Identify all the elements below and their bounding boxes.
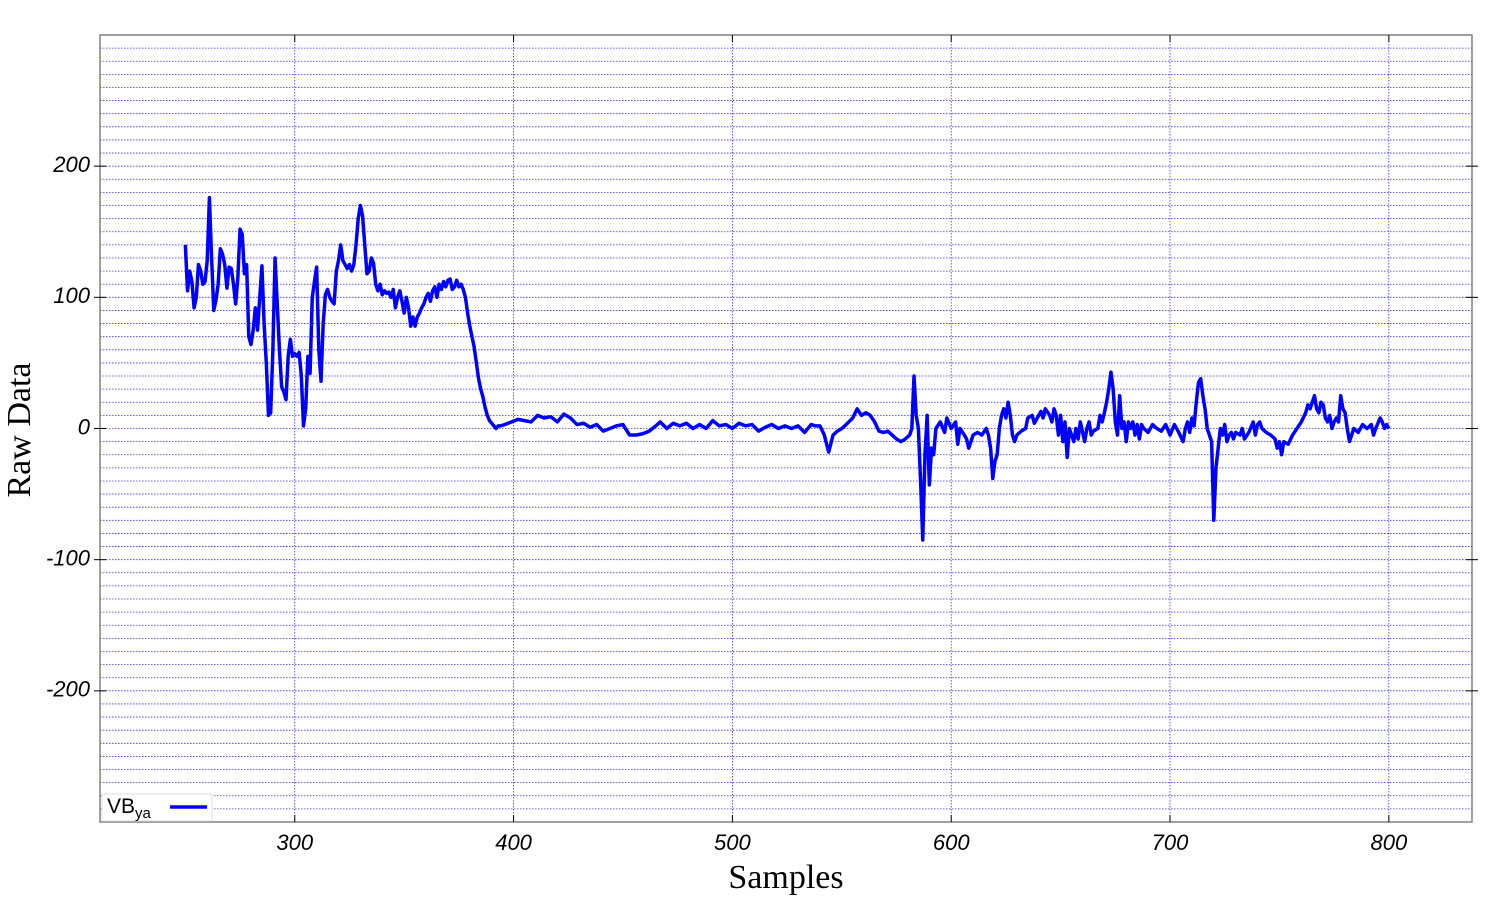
legend-box (101, 793, 213, 822)
y-tick-label: 100 (53, 283, 90, 308)
legend: VBya (101, 793, 213, 822)
x-tick-label: 400 (495, 830, 532, 855)
ticks: 300 400 500 600 700 800 -200 -100 0 100 200 (46, 35, 1478, 855)
legend-label: VBya (107, 795, 152, 822)
x-axis-title: Samples (728, 859, 843, 896)
legend-subscript: ya (135, 805, 152, 822)
y-tick-label: 0 (78, 414, 91, 439)
y-tick-label: 200 (52, 152, 90, 177)
grid (100, 35, 1472, 822)
x-tick-label: 700 (1152, 830, 1189, 855)
data-line (183, 195, 1391, 542)
legend-name: VB (107, 795, 135, 818)
y-tick-label: -100 (46, 545, 91, 570)
x-tick-label: 500 (714, 830, 751, 855)
x-tick-label: 800 (1370, 830, 1407, 855)
x-tick-label: 600 (933, 830, 970, 855)
plot-area (183, 195, 1391, 542)
y-tick-label: -200 (46, 677, 91, 702)
y-axis-title: Raw Data (1, 362, 38, 497)
x-tick-label: 300 (276, 830, 313, 855)
